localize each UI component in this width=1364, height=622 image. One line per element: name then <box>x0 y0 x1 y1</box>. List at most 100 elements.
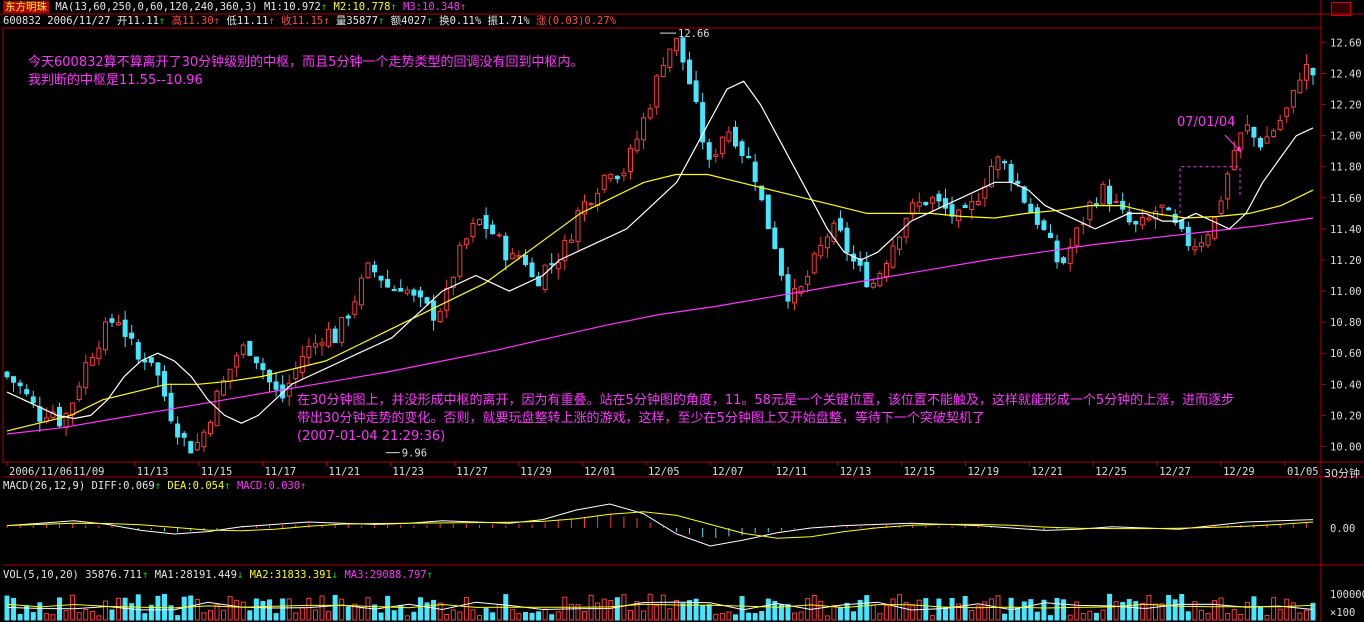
volume-bar-up <box>956 603 962 621</box>
candle-up <box>673 37 679 52</box>
candle-down <box>332 328 338 343</box>
candle-down <box>752 161 758 183</box>
candle-up <box>293 367 299 380</box>
candle-up <box>1303 63 1309 81</box>
volume-bar-down <box>949 597 955 621</box>
candle-down <box>57 406 63 427</box>
volume-bar-down <box>752 613 758 621</box>
ma-params: MA(13,60,250,0,60,120,240,360,3) <box>55 1 258 13</box>
candle-down <box>1054 240 1060 263</box>
annotation-line: 在30分钟图上，并没形成中枢的离开，因为有重叠。站在5分钟图的角度，11。58元… <box>297 393 1235 408</box>
candle-up <box>463 238 469 246</box>
callout-arrow-icon <box>1236 146 1241 152</box>
period-label[interactable]: 30分钟 <box>1324 467 1360 480</box>
volume-bar-up <box>463 596 469 621</box>
volume-bar-up <box>542 608 548 621</box>
candle-up <box>601 174 607 190</box>
candle-down <box>529 262 535 278</box>
volume-bar-up <box>641 610 647 621</box>
volume-bar-down <box>11 597 17 621</box>
candle-up <box>509 253 515 260</box>
volume-bar-up <box>194 598 200 621</box>
candle-down <box>739 141 745 156</box>
candle-down <box>1028 203 1034 213</box>
up-arrow-icon: ↑ <box>154 480 162 492</box>
volume-bar-down <box>1185 611 1191 621</box>
open-price: 开11.11 <box>116 15 159 27</box>
x-tick-label: 2006/11/06 <box>9 466 72 478</box>
candle-down <box>772 227 778 249</box>
volume-bar-down <box>188 595 194 621</box>
vol-value: 35876.711 <box>85 569 143 581</box>
volume-bar-up <box>877 613 883 621</box>
up-arrow-icon: ↑ <box>323 15 330 27</box>
volume-bar-up <box>1225 613 1231 621</box>
x-tick-label: 12/25 <box>1095 466 1127 478</box>
candle-down <box>942 198 948 209</box>
annotation-top: 今天600832算不算离开了30分钟级别的中枢，而且5分钟一个走势类型的回调没有… <box>28 54 583 90</box>
candle-up <box>437 310 443 323</box>
candle-up <box>352 301 358 315</box>
candle-down <box>181 433 187 438</box>
volume-bar-down <box>706 604 712 621</box>
candle-down <box>1061 257 1067 264</box>
candle-up <box>234 355 240 368</box>
candle-up <box>621 172 627 177</box>
window-control-icon[interactable] <box>1331 2 1351 16</box>
volume-bar-down <box>1015 607 1021 621</box>
candle-up <box>792 288 798 304</box>
volume-bar-down <box>765 598 771 621</box>
candle-up <box>404 289 410 294</box>
candle-down <box>175 423 181 438</box>
candle-up <box>102 321 108 351</box>
candle-down <box>687 59 693 85</box>
volume-bar-down <box>1251 596 1257 621</box>
candle-down <box>273 381 279 390</box>
indicator-header: 东方明珠 MA(13,60,250,0,60,120,240,360,3) M1… <box>3 1 466 14</box>
x-tick-label: 11/15 <box>201 466 233 478</box>
low-price: 低11.11 <box>226 15 269 27</box>
amplitude-value: 振1.71% <box>487 15 530 27</box>
candle-down <box>155 362 161 376</box>
down-arrow-icon: ↓ <box>331 569 339 581</box>
candle-up <box>897 236 903 250</box>
candle-down <box>122 319 128 337</box>
up-arrow-icon: ↑ <box>300 480 307 492</box>
volume-bar-down <box>614 597 620 621</box>
volume-bar-up <box>509 609 515 621</box>
volume-bar-up <box>588 594 594 621</box>
volume-bar-down <box>700 605 706 621</box>
volume-bar-down <box>372 604 378 621</box>
candle-up <box>969 201 975 211</box>
candle-down <box>614 175 620 180</box>
candle-up <box>70 402 76 416</box>
candle-up <box>647 108 653 119</box>
volume-bar-up <box>975 605 981 621</box>
volume-bar-up <box>910 604 916 621</box>
macd-diff-line <box>6 503 1314 547</box>
stock-name[interactable]: 东方明珠 <box>3 1 49 13</box>
volume-bar-down <box>1257 606 1263 621</box>
volume-bar-up <box>234 599 240 621</box>
volume-bar-up <box>83 608 89 621</box>
candle-down <box>1015 180 1021 184</box>
volume-bar-up <box>654 605 660 621</box>
candle-up <box>358 277 364 306</box>
candle-down <box>536 276 542 287</box>
volume-bar-up <box>903 601 909 621</box>
volume-bar-down <box>345 606 351 621</box>
volume-bar-up <box>811 594 817 621</box>
candle-up <box>582 201 588 215</box>
candle-down <box>168 392 174 422</box>
candle-up <box>63 412 69 429</box>
up-arrow-icon: ↑ <box>459 1 467 13</box>
stock-code: 600832 <box>3 15 41 27</box>
candle-down <box>844 227 850 253</box>
y-tick-label: 11.60 <box>1330 193 1362 205</box>
volume-bar-up <box>1113 601 1119 621</box>
candle-up <box>627 147 633 172</box>
volume-bar-down <box>129 603 135 621</box>
volume-bar-up <box>444 614 450 621</box>
candle-down <box>1251 126 1257 138</box>
